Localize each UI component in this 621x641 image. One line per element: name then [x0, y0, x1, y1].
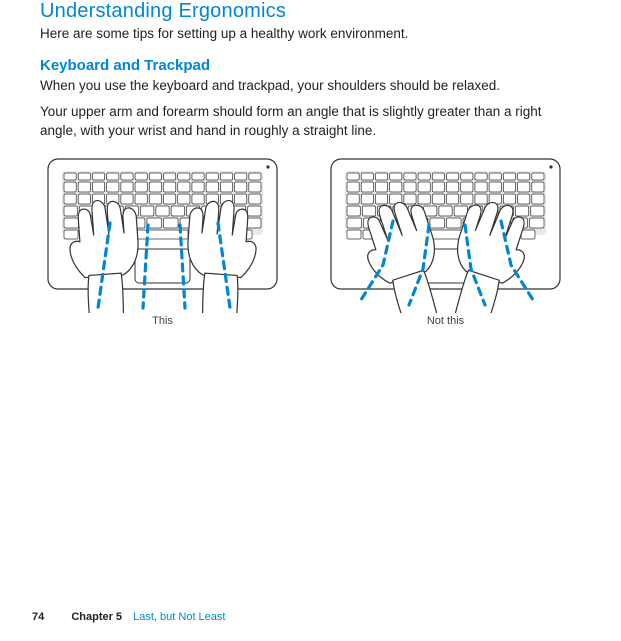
intro-text: Here are some tips for setting up a heal… [40, 25, 581, 43]
figure-label-incorrect: Not this [427, 315, 464, 327]
figure-label-correct: This [152, 315, 173, 327]
figure-row: This Not this [40, 153, 581, 327]
ergonomics-illustration-correct [40, 153, 285, 313]
chapter-label: Chapter 5 [71, 611, 122, 623]
figure-incorrect: Not this [323, 153, 568, 327]
paragraph-2: Your upper arm and forearm should form a… [40, 102, 581, 141]
figure-correct: This [40, 153, 285, 327]
ergonomics-illustration-incorrect [323, 153, 568, 313]
page-number: 74 [32, 611, 44, 623]
paragraph-1: When you use the keyboard and trackpad, … [40, 76, 581, 96]
page-heading: Understanding Ergonomics [40, 0, 581, 23]
page-footer: 74 Chapter 5 Last, but Not Least [32, 611, 225, 623]
section-heading: Keyboard and Trackpad [40, 57, 581, 74]
chapter-title: Last, but Not Least [133, 611, 225, 623]
